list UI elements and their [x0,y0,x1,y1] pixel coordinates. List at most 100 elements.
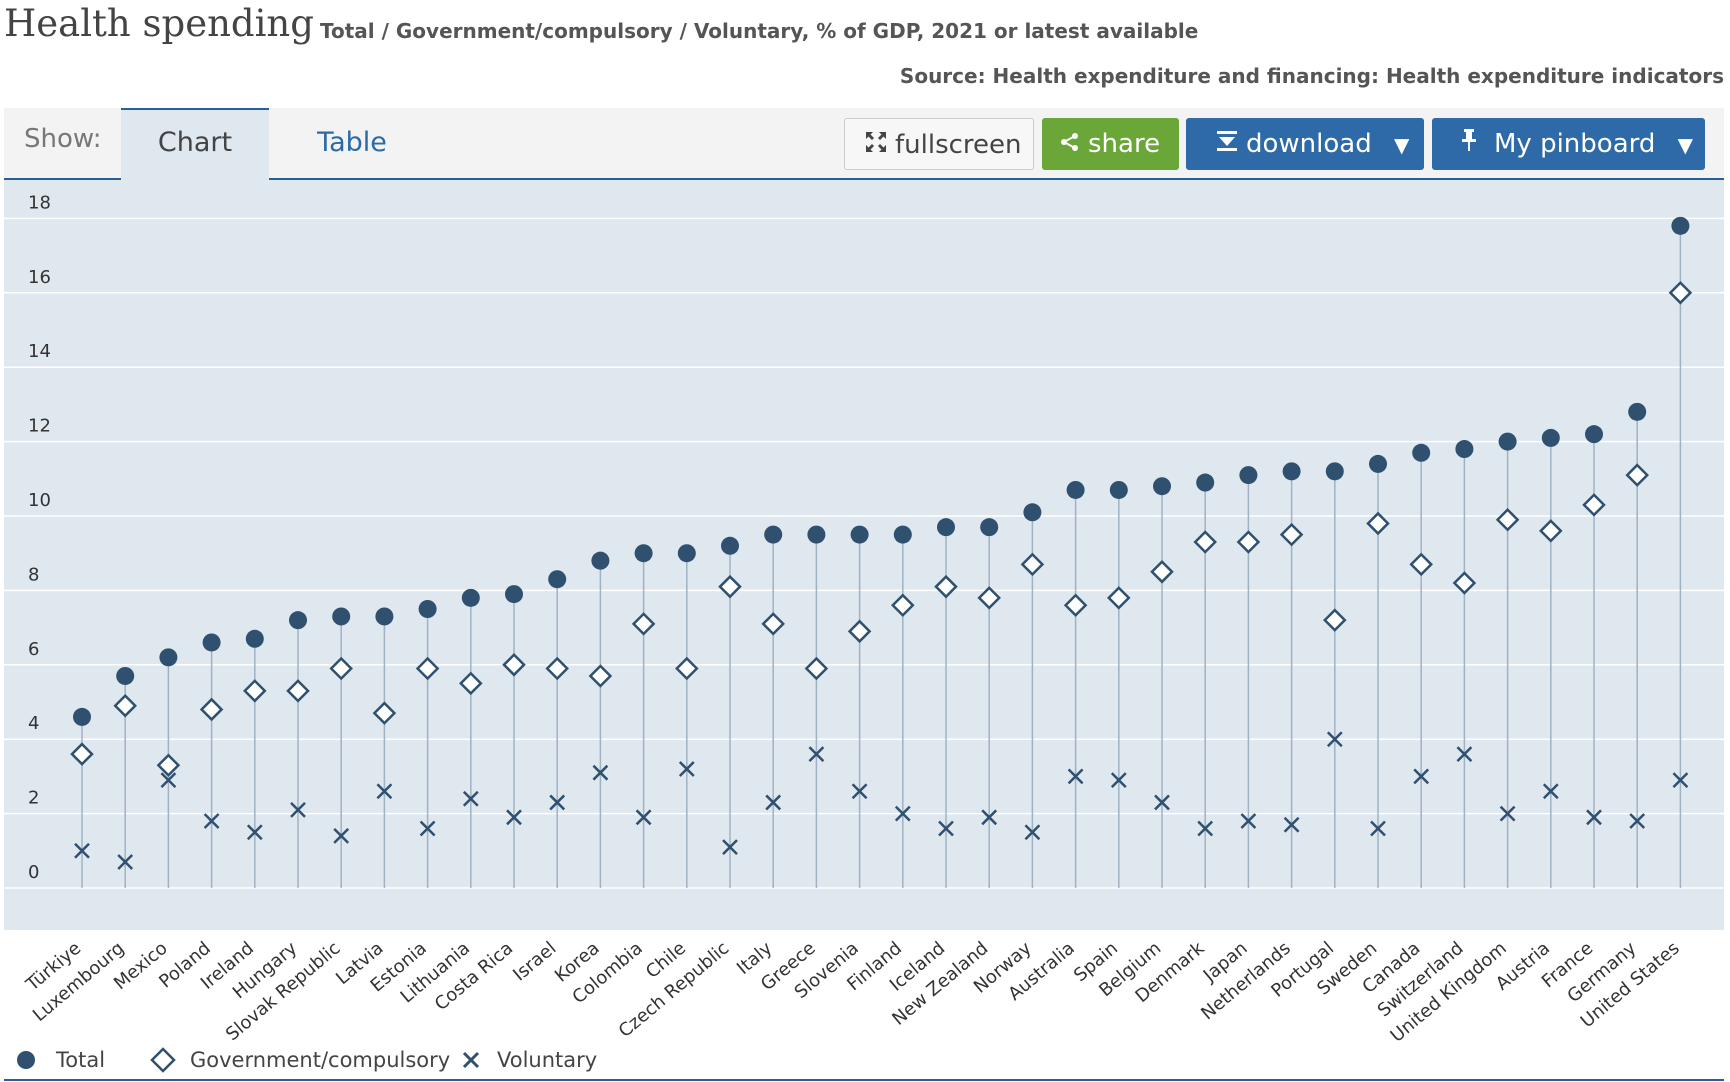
total-point [1153,477,1171,496]
government-point [718,574,742,599]
total-point [202,633,221,652]
total-point [1023,503,1042,522]
total-point [807,525,826,544]
government-point [977,586,1001,610]
government-point [545,656,569,681]
total-point [634,544,653,563]
government-point [934,574,958,599]
y-tick-label: 10 [28,490,51,511]
government-point [1107,586,1131,610]
voluntary-point [74,842,90,859]
legend-label-voluntary: Voluntary [497,1048,598,1072]
government-point [1020,552,1045,577]
voluntary-point [765,794,782,811]
toolbar: Show: Chart Table fullscreen share downl… [4,108,1724,180]
voluntary-point [290,801,306,818]
government-point [1539,519,1563,543]
voluntary-point [894,805,911,822]
voluntary-point [1456,746,1473,762]
plot-background [4,180,1724,930]
government-point [1236,530,1261,554]
voluntary-point [678,761,695,777]
y-tick-label: 2 [28,788,39,809]
download-icon [1216,118,1238,170]
total-point [375,607,394,626]
total-point [1239,466,1258,485]
show-label: Show: [24,124,102,154]
voluntary-point [722,839,738,855]
total-point [591,551,610,570]
government-point [1193,530,1217,554]
voluntary-point [851,783,868,800]
government-point [70,742,94,766]
government-point [804,656,829,681]
voluntary-point [1672,772,1689,789]
total-point [116,666,135,685]
y-tick-label: 18 [28,192,51,213]
legend-label-government: Government/compulsory [190,1048,451,1072]
voluntary-point [1197,820,1214,837]
share-button[interactable]: share [1042,118,1179,170]
government-point [372,701,397,725]
y-tick-label: 8 [28,564,39,585]
total-point [548,570,567,589]
total-point [418,600,437,618]
total-point [1498,432,1517,451]
total-point [1196,473,1215,492]
total-point [159,648,178,667]
government-point [1063,593,1088,618]
total-point [505,585,523,604]
voluntary-point [1110,772,1127,789]
pin-icon [1460,118,1478,170]
y-tick-label: 0 [28,862,39,883]
government-point [1279,522,1304,547]
total-point [1671,216,1690,235]
total-point [850,525,869,544]
government-point [415,656,440,681]
total-point [1066,480,1085,499]
voluntary-point [333,828,350,844]
total-point [1541,428,1560,447]
government-point [1409,552,1433,577]
legend-label-total: Total [56,1048,106,1072]
fullscreen-label: fullscreen [895,130,1022,160]
government-point [1452,571,1477,595]
government-point [243,679,267,703]
total-point [1109,480,1128,499]
voluntary-point [1499,805,1516,822]
voluntary-point [1370,820,1386,837]
government-point [502,653,526,677]
tab-chart[interactable]: Chart [121,108,269,180]
government-point [1625,463,1649,487]
voluntary-point [462,790,479,807]
voluntary-point [203,813,220,829]
voluntary-point [592,764,609,781]
chevron-down-icon: ▼ [1394,133,1410,157]
bottom-rule [4,1079,1724,1081]
share-label: share [1088,129,1161,159]
page-subtitle: Total / Government/compulsory / Voluntar… [320,19,1199,43]
pinboard-label: My pinboard [1494,129,1656,159]
fullscreen-button[interactable]: fullscreen [844,118,1034,170]
expand-icon [865,119,887,171]
government-point [761,612,785,636]
government-point [113,693,137,718]
total-point [1282,462,1301,481]
pinboard-button[interactable]: My pinboard ▼ [1432,118,1705,170]
voluntary-point [1542,783,1559,800]
total-point [1628,402,1647,421]
government-point [1323,608,1347,632]
y-tick-label: 16 [28,267,51,288]
total-point [289,611,307,630]
total-point [245,629,264,648]
voluntary-point [635,809,652,826]
government-point [1582,493,1606,517]
source-link[interactable]: Source: Health expenditure and financing… [899,64,1724,88]
tab-table[interactable]: Table [317,127,387,158]
voluntary-point [1240,813,1257,829]
download-button[interactable]: download ▼ [1186,118,1424,170]
voluntary-point [981,809,998,826]
government-point [156,753,181,778]
government-point [675,656,699,681]
voluntary-point [938,820,954,837]
